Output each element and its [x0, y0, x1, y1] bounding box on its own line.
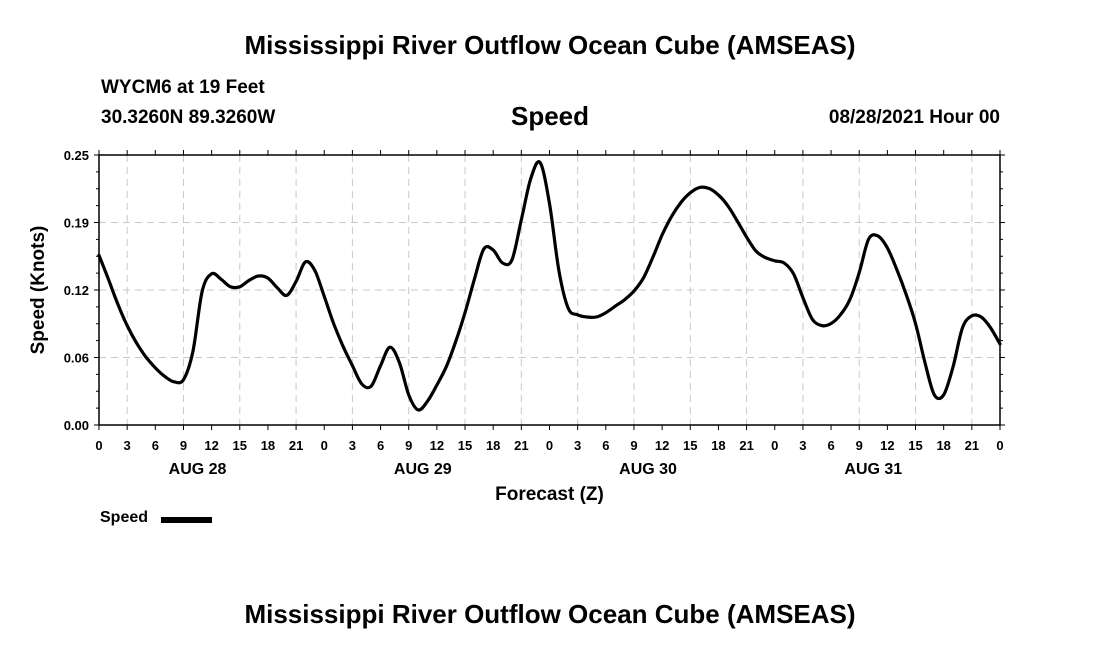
x-tick-label: 3 — [124, 438, 131, 453]
series-layer — [97, 160, 1002, 412]
x-tick-label: 6 — [602, 438, 609, 453]
x-tick-label: 12 — [880, 438, 894, 453]
station-label: WYCM6 at 19 Feet — [101, 77, 265, 98]
x-tick-label: 18 — [711, 438, 725, 453]
y-tick-label: 0.25 — [64, 148, 89, 163]
x-tick-label: 0 — [321, 438, 328, 453]
x-tick-label: 15 — [458, 438, 472, 453]
legend-label: Speed — [100, 509, 149, 526]
x-tick-label: 0 — [771, 438, 778, 453]
plot-frame — [98, 154, 1001, 426]
x-tick-label: 18 — [936, 438, 950, 453]
footer-title: Mississippi River Outflow Ocean Cube (AM… — [244, 599, 856, 629]
x-tick-label: 21 — [289, 438, 303, 453]
grid — [99, 155, 1000, 425]
y-tick-label: 0.19 — [64, 216, 89, 231]
x-tick-label: 6 — [827, 438, 834, 453]
x-tick-label: 21 — [739, 438, 753, 453]
x-tick-label: 3 — [574, 438, 581, 453]
x-axis-label: Forecast (Z) — [495, 484, 604, 505]
day-label: AUG 31 — [844, 461, 902, 478]
x-tick-label: 3 — [349, 438, 356, 453]
y-axis-label: Speed (Knots) — [28, 226, 49, 355]
legend-swatch — [161, 517, 212, 523]
speed-series-line — [97, 160, 1002, 412]
x-tick-label: 12 — [430, 438, 444, 453]
x-tick-label: 0 — [546, 438, 553, 453]
y-tick-label: 0.00 — [64, 418, 89, 433]
x-tick-label: 9 — [180, 438, 187, 453]
day-label: AUG 28 — [169, 461, 227, 478]
y-tick-label: 0.06 — [64, 351, 89, 366]
y-tick-label: 0.12 — [64, 283, 89, 298]
x-tick-label: 6 — [377, 438, 384, 453]
forecast-datetime: 08/28/2021 Hour 00 — [828, 107, 1000, 128]
axis-ticks — [94, 150, 1005, 430]
x-tick-label: 18 — [486, 438, 500, 453]
x-tick-label: 15 — [233, 438, 247, 453]
coordinates-label: 30.3260N 89.3260W — [101, 107, 276, 128]
x-tick-label: 9 — [856, 438, 863, 453]
x-tick-label: 21 — [514, 438, 528, 453]
x-tick-label: 12 — [204, 438, 218, 453]
x-tick-label: 0 — [996, 438, 1003, 453]
page-title: Mississippi River Outflow Ocean Cube (AM… — [244, 30, 856, 60]
x-tick-label: 9 — [630, 438, 637, 453]
x-tick-label: 6 — [152, 438, 159, 453]
x-tick-label: 15 — [683, 438, 697, 453]
x-tick-label: 18 — [261, 438, 275, 453]
x-tick-label: 3 — [799, 438, 806, 453]
x-tick-label: 9 — [405, 438, 412, 453]
day-label: AUG 29 — [394, 461, 452, 478]
chart-title: Speed — [510, 101, 590, 131]
day-label: AUG 30 — [619, 461, 677, 478]
x-tick-label: 21 — [965, 438, 979, 453]
axis-labels: 0.00 0.06 0.12 0.19 0.25 0 3 6 9 12 15 18 21 0 3 6 9 12 15… — [28, 148, 1004, 505]
x-tick-label: 15 — [908, 438, 922, 453]
x-tick-label: 12 — [655, 438, 669, 453]
x-tick-label: 0 — [95, 438, 102, 453]
